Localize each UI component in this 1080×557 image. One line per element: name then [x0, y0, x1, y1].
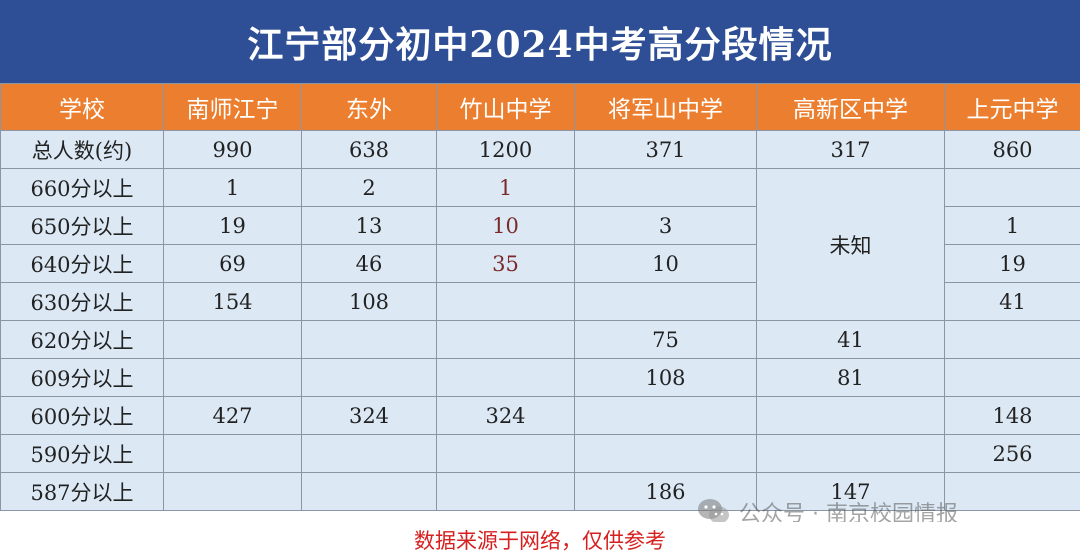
table-cell	[944, 358, 1080, 397]
footer-note: 数据来源于网络，仅供参考	[0, 522, 1080, 557]
table-header-row: 学校 南师江宁 东外 竹山中学 将军山中学 高新区中学 上元中学	[0, 83, 1080, 131]
table-cell	[436, 282, 575, 321]
table-cell: 75	[574, 320, 757, 359]
table-cell	[756, 434, 945, 473]
table-cell	[163, 472, 302, 511]
table-row: 609分以上 108 81	[0, 358, 1080, 397]
table-cell: 1	[436, 168, 575, 207]
unknown-cell: 未知	[756, 168, 945, 321]
table-row: 640分以上 69 46 35 10 19	[0, 244, 1080, 283]
table-cell: 1	[163, 168, 302, 207]
table-cell: 638	[301, 130, 437, 169]
table-row: 650分以上 19 13 10 3 1	[0, 206, 1080, 245]
table-cell	[301, 472, 437, 511]
table-row: 620分以上 75 41	[0, 320, 1080, 359]
table-cell: 371	[574, 130, 757, 169]
table-cell	[944, 320, 1080, 359]
row-label: 620分以上	[0, 320, 164, 359]
table-cell	[301, 434, 437, 473]
header-cell: 学校	[0, 83, 164, 131]
table-cell: 10	[574, 244, 757, 283]
table-row: 600分以上 427 324 324 148	[0, 396, 1080, 435]
row-label: 650分以上	[0, 206, 164, 245]
header-cell: 竹山中学	[436, 83, 575, 131]
row-label: 587分以上	[0, 472, 164, 511]
row-label: 630分以上	[0, 282, 164, 321]
table-row: 587分以上 186 147	[0, 472, 1080, 511]
table-cell: 154	[163, 282, 302, 321]
table-cell: 1200	[436, 130, 575, 169]
table-cell: 148	[944, 396, 1080, 435]
table-row: 660分以上 1 2 1 未知	[0, 168, 1080, 321]
table-cell	[574, 396, 757, 435]
table-row: 630分以上 154 108 41	[0, 282, 1080, 321]
table-cell	[163, 434, 302, 473]
table-cell: 13	[301, 206, 437, 245]
table-cell: 41	[756, 320, 945, 359]
table-cell: 2	[301, 168, 437, 207]
table-cell: 427	[163, 396, 302, 435]
header-cell: 东外	[301, 83, 437, 131]
table-cell	[944, 472, 1080, 511]
table-cell: 69	[163, 244, 302, 283]
table-cell: 990	[163, 130, 302, 169]
table-cell	[574, 168, 757, 207]
table-cell	[436, 472, 575, 511]
table-cell	[436, 358, 575, 397]
table-cell: 860	[944, 130, 1080, 169]
table-cell: 19	[944, 244, 1080, 283]
table-cell: 324	[436, 396, 575, 435]
table-cell: 41	[944, 282, 1080, 321]
table-cell: 147	[756, 472, 945, 511]
header-cell: 高新区中学	[756, 83, 945, 131]
table-cell	[301, 320, 437, 359]
table-cell: 324	[301, 396, 437, 435]
table-cell: 1	[944, 206, 1080, 245]
row-label: 总人数(约)	[0, 130, 164, 169]
table-cell: 108	[574, 358, 757, 397]
table-cell: 10	[436, 206, 575, 245]
table-row: 总人数(约) 990 638 1200 371 317 860	[0, 130, 1080, 169]
table-cell: 81	[756, 358, 945, 397]
table-cell: 317	[756, 130, 945, 169]
row-label: 660分以上	[0, 168, 164, 207]
table-cell: 186	[574, 472, 757, 511]
table-cell	[436, 320, 575, 359]
table-cell	[301, 358, 437, 397]
score-table: 学校 南师江宁 东外 竹山中学 将军山中学 高新区中学 上元中学 总人数(约) …	[0, 83, 1080, 511]
row-label: 609分以上	[0, 358, 164, 397]
table-cell	[756, 396, 945, 435]
table-cell	[944, 168, 1080, 207]
header-cell: 南师江宁	[163, 83, 302, 131]
table-cell	[574, 434, 757, 473]
table-cell	[163, 320, 302, 359]
table-cell: 3	[574, 206, 757, 245]
table-cell	[574, 282, 757, 321]
table-row: 590分以上 256	[0, 434, 1080, 473]
table-cell: 256	[944, 434, 1080, 473]
table-cell: 35	[436, 244, 575, 283]
header-cell: 上元中学	[944, 83, 1080, 131]
table-cell	[163, 358, 302, 397]
table-cell: 46	[301, 244, 437, 283]
page-title: 江宁部分初中2024中考高分段情况	[0, 0, 1080, 83]
header-cell: 将军山中学	[574, 83, 757, 131]
wechat-icon	[698, 499, 729, 524]
row-label: 600分以上	[0, 396, 164, 435]
table-cell: 108	[301, 282, 437, 321]
table-cell	[436, 434, 575, 473]
row-label: 640分以上	[0, 244, 164, 283]
row-label: 590分以上	[0, 434, 164, 473]
table-cell: 19	[163, 206, 302, 245]
